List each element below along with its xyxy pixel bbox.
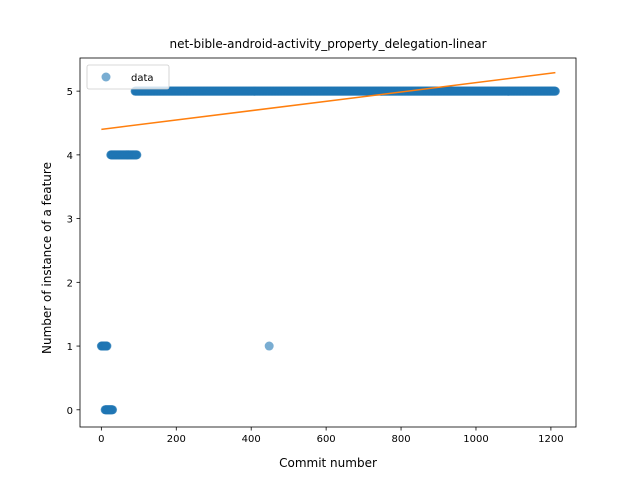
x-tick-label: 200	[167, 434, 186, 445]
axes-frame	[79, 57, 577, 428]
chart-title: net-bible-android-activity_property_dele…	[169, 37, 486, 51]
x-tick-label: 800	[392, 434, 411, 445]
data-point	[132, 150, 142, 160]
legend-box	[86, 64, 170, 90]
y-tick-label: 5	[67, 87, 73, 98]
x-tick-label: 1000	[463, 434, 488, 445]
y-tick-label: 2	[67, 278, 73, 289]
data-point	[108, 405, 118, 415]
data-point	[550, 86, 560, 96]
y-tick-label: 1	[67, 342, 73, 353]
legend-marker	[101, 72, 111, 82]
y-tick-label: 0	[67, 406, 73, 417]
y-tick-label: 4	[67, 151, 73, 162]
x-tick-label: 400	[242, 434, 261, 445]
y-tick-label: 3	[67, 215, 73, 226]
y-axis-label: Number of instance of a feature	[40, 162, 54, 354]
data-point	[102, 341, 112, 351]
x-tick-label: 1200	[538, 434, 563, 445]
x-tick-label: 600	[317, 434, 336, 445]
x-axis-label: Commit number	[279, 456, 377, 470]
x-tick-label: 0	[98, 434, 104, 445]
trend-line	[101, 71, 556, 131]
plot-area: 0 200 400 600 800 1000 1200 0 1 2 3 4 5 data	[67, 57, 577, 445]
data-point	[264, 341, 274, 351]
legend-label: data	[131, 73, 154, 84]
